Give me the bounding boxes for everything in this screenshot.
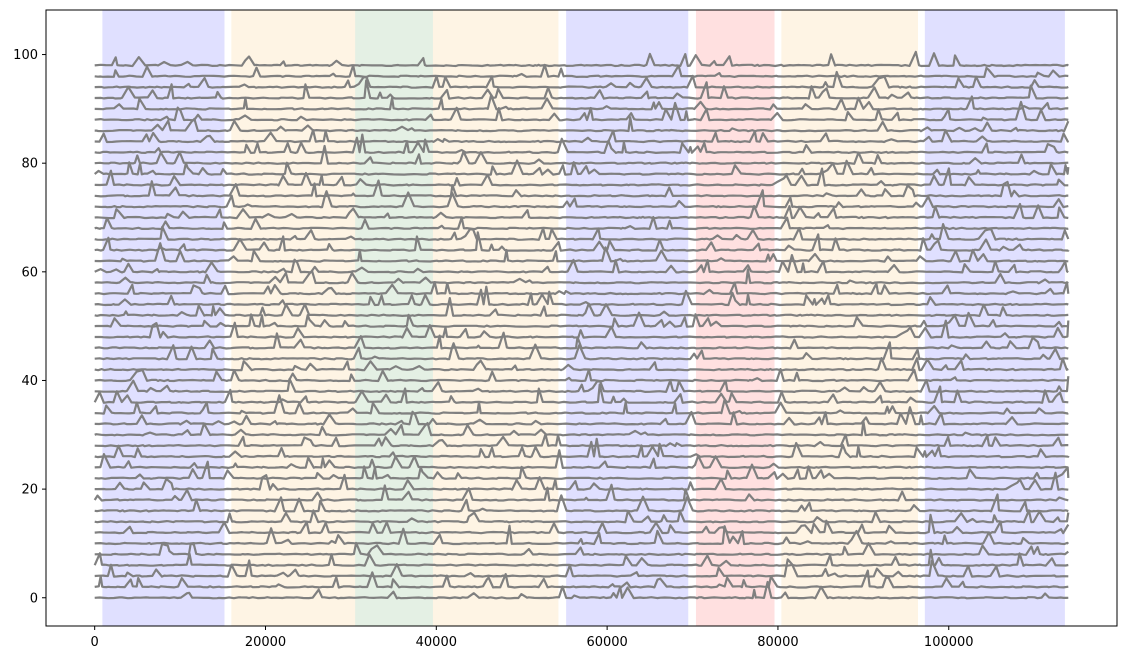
x-tick-label: 80000 [757, 635, 798, 650]
trace-line [94, 509, 1070, 524]
trace-line [94, 159, 1070, 176]
trace-line [94, 50, 1069, 68]
trace-line [94, 202, 1069, 220]
trace-line [94, 231, 1070, 252]
traces [93, 50, 1070, 600]
y-tick-label: 100 [13, 48, 38, 63]
trace-line [94, 433, 1069, 448]
y-tick-label: 0 [30, 591, 38, 606]
trace-line [94, 189, 1069, 209]
trace-line [94, 493, 1069, 513]
trace-line [94, 242, 1069, 263]
trace-line [94, 471, 1069, 491]
trace-line [93, 548, 1069, 567]
trace-line [94, 319, 1070, 339]
trace-line [94, 167, 1069, 187]
shaded-regions [102, 10, 1065, 626]
trace-line [94, 331, 1069, 350]
trace-line [93, 483, 1069, 502]
trace-line [94, 460, 1070, 480]
trace-line [94, 144, 1069, 165]
trace-line [94, 281, 1070, 296]
trace-line [94, 268, 1069, 285]
trace-line [94, 558, 1069, 578]
y-axis: 0 20 40 60 80 100 [13, 48, 46, 606]
trace-line [94, 223, 1070, 241]
shaded-region [355, 10, 433, 626]
shaded-region [924, 10, 1065, 626]
trace-line [94, 116, 1070, 133]
trace-line [94, 449, 1069, 470]
y-tick-label: 60 [21, 265, 38, 280]
trace-line [94, 100, 1069, 122]
y-tick-label: 80 [21, 157, 38, 172]
trace-line [94, 341, 1069, 361]
trace-line [94, 179, 1069, 198]
x-tick-label: 20000 [245, 635, 286, 650]
trace-line [94, 541, 1069, 556]
x-axis: 0 20000 40000 60000 80000 100000 [91, 626, 974, 650]
trace-line [94, 394, 1069, 415]
trace-line [94, 437, 1070, 459]
trace-line [94, 79, 1069, 100]
trace-line [94, 580, 1069, 600]
y-tick-label: 40 [21, 374, 38, 389]
trace-line [94, 94, 1069, 111]
trace-line [94, 133, 1069, 154]
trace-line [94, 254, 1069, 274]
x-tick-label: 40000 [416, 635, 457, 650]
trace-line [94, 569, 1069, 589]
x-tick-label: 0 [91, 635, 99, 650]
axes-frame [45, 9, 1118, 627]
trace-line [94, 285, 1069, 307]
trace-line [93, 383, 1069, 404]
trace-line [94, 357, 1069, 372]
y-tick-label: 20 [21, 483, 38, 498]
trace-line [94, 376, 1070, 393]
trace-line [94, 215, 1069, 231]
trace-line [94, 368, 1069, 383]
x-tick-label: 60000 [586, 635, 627, 650]
trace-line [94, 63, 1069, 78]
trace-line [94, 311, 1069, 328]
shaded-region [781, 10, 919, 626]
trace-line [94, 70, 1069, 89]
trace-line [94, 420, 1069, 437]
trace-line [94, 524, 1070, 546]
x-tick-label: 100000 [924, 635, 974, 650]
trace-line [94, 128, 1070, 144]
shaded-region [102, 10, 225, 626]
trace-line [94, 297, 1069, 317]
trace-line [94, 513, 1070, 535]
